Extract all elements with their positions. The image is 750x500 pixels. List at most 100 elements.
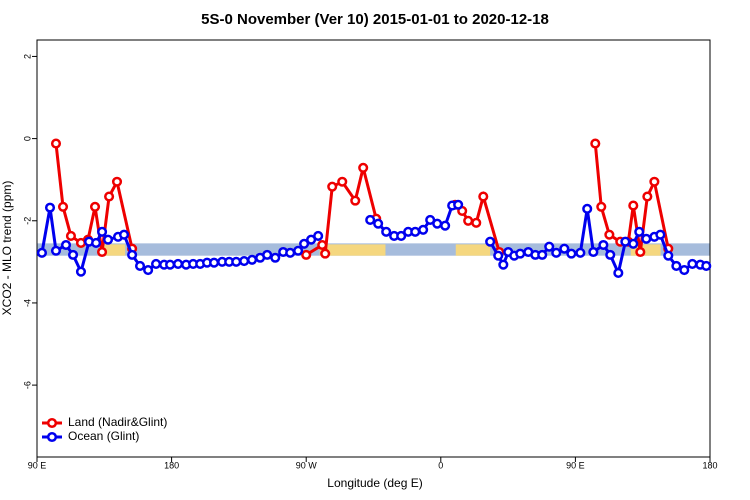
data-point <box>134 260 146 272</box>
data-point <box>327 181 338 192</box>
data-point <box>649 176 660 187</box>
data-point <box>104 191 115 202</box>
data-point <box>566 248 577 259</box>
data-point <box>270 252 281 263</box>
data-point <box>432 218 443 229</box>
data-point <box>97 246 108 258</box>
data-point <box>293 245 304 256</box>
data-point <box>65 230 76 242</box>
y-tick-label: -4 <box>22 299 32 307</box>
data-point <box>605 249 616 260</box>
data-point <box>89 201 101 212</box>
data-point <box>97 226 108 237</box>
data-point <box>544 241 555 252</box>
data-point <box>337 176 348 187</box>
data-point <box>301 249 312 260</box>
land-span <box>319 244 386 256</box>
y-tick-label: -6 <box>22 381 32 389</box>
data-point <box>620 236 631 247</box>
data-point <box>320 248 331 259</box>
chart-title: 5S-0 November (Ver 10) 2015-01-01 to 202… <box>201 11 549 28</box>
data-point <box>559 243 570 254</box>
data-point <box>396 230 407 242</box>
y-axis-label: XCO2 - MLO trend (ppm) <box>0 181 14 316</box>
y-tick-label: 2 <box>22 54 32 59</box>
land-span <box>455 244 491 256</box>
legend-label: Land (Nadir&Glint) <box>68 415 167 429</box>
data-point <box>365 214 376 225</box>
data-point <box>641 233 652 244</box>
data-point <box>582 203 593 214</box>
data-point <box>687 258 698 269</box>
data-point <box>628 200 639 211</box>
data-point <box>410 226 421 237</box>
data-point <box>493 250 504 261</box>
data-point <box>50 138 62 149</box>
data-point <box>172 258 184 269</box>
data-point <box>588 246 599 258</box>
data-point <box>143 265 154 276</box>
data-point <box>663 250 674 261</box>
legend-label: Ocean (Glint) <box>68 429 139 443</box>
data-point <box>598 239 609 251</box>
data-point <box>358 162 369 173</box>
x-tick-label: 180 <box>702 460 717 470</box>
data-point <box>471 217 482 228</box>
data-point <box>655 229 666 240</box>
data-point <box>247 254 258 265</box>
data-point <box>642 191 653 202</box>
data-point <box>604 229 615 240</box>
data-point <box>485 236 496 247</box>
data-point <box>313 230 324 242</box>
x-tick-label: 0 <box>438 460 443 470</box>
data-point <box>590 138 601 149</box>
data-point <box>127 249 138 260</box>
data-point <box>671 260 682 272</box>
data-point <box>418 224 429 235</box>
data-point <box>102 234 114 245</box>
x-tick-label: 180 <box>164 460 179 470</box>
data-point <box>381 226 392 237</box>
data-point <box>453 199 464 210</box>
data-point <box>537 249 548 260</box>
data-point <box>285 247 296 258</box>
data-point <box>575 247 586 258</box>
data-point <box>551 247 562 258</box>
data-point <box>262 249 273 260</box>
data-point <box>350 195 361 206</box>
land-span <box>99 244 126 256</box>
data-point <box>75 266 87 277</box>
data-point <box>679 265 690 276</box>
x-tick-label: 90 W <box>296 460 318 470</box>
data-point <box>596 201 607 212</box>
data-point <box>67 249 79 260</box>
x-tick-label: 90 E <box>566 460 585 470</box>
data-point <box>50 245 62 256</box>
data-point <box>317 239 328 251</box>
y-tick-label: 0 <box>22 136 32 141</box>
data-point <box>36 247 47 258</box>
data-point <box>701 260 712 272</box>
data-point <box>165 259 176 270</box>
data-point <box>299 238 310 249</box>
data-point <box>515 248 526 259</box>
data-point <box>478 191 489 202</box>
data-point <box>463 215 474 226</box>
data-point <box>628 238 639 249</box>
data-point <box>111 176 123 187</box>
data-point <box>613 267 624 278</box>
data-point <box>373 218 384 229</box>
series-line <box>54 143 670 257</box>
data-point <box>634 226 645 237</box>
data-point <box>150 258 162 269</box>
y-tick-label: -2 <box>22 217 32 225</box>
data-point <box>635 246 646 258</box>
x-axis-label: Longitude (deg E) <box>327 476 422 490</box>
data-point <box>498 259 509 270</box>
data-point <box>239 255 250 267</box>
land-span <box>630 244 661 256</box>
data-point <box>209 257 220 268</box>
plot-frame <box>36 39 711 458</box>
data-point <box>57 201 69 212</box>
